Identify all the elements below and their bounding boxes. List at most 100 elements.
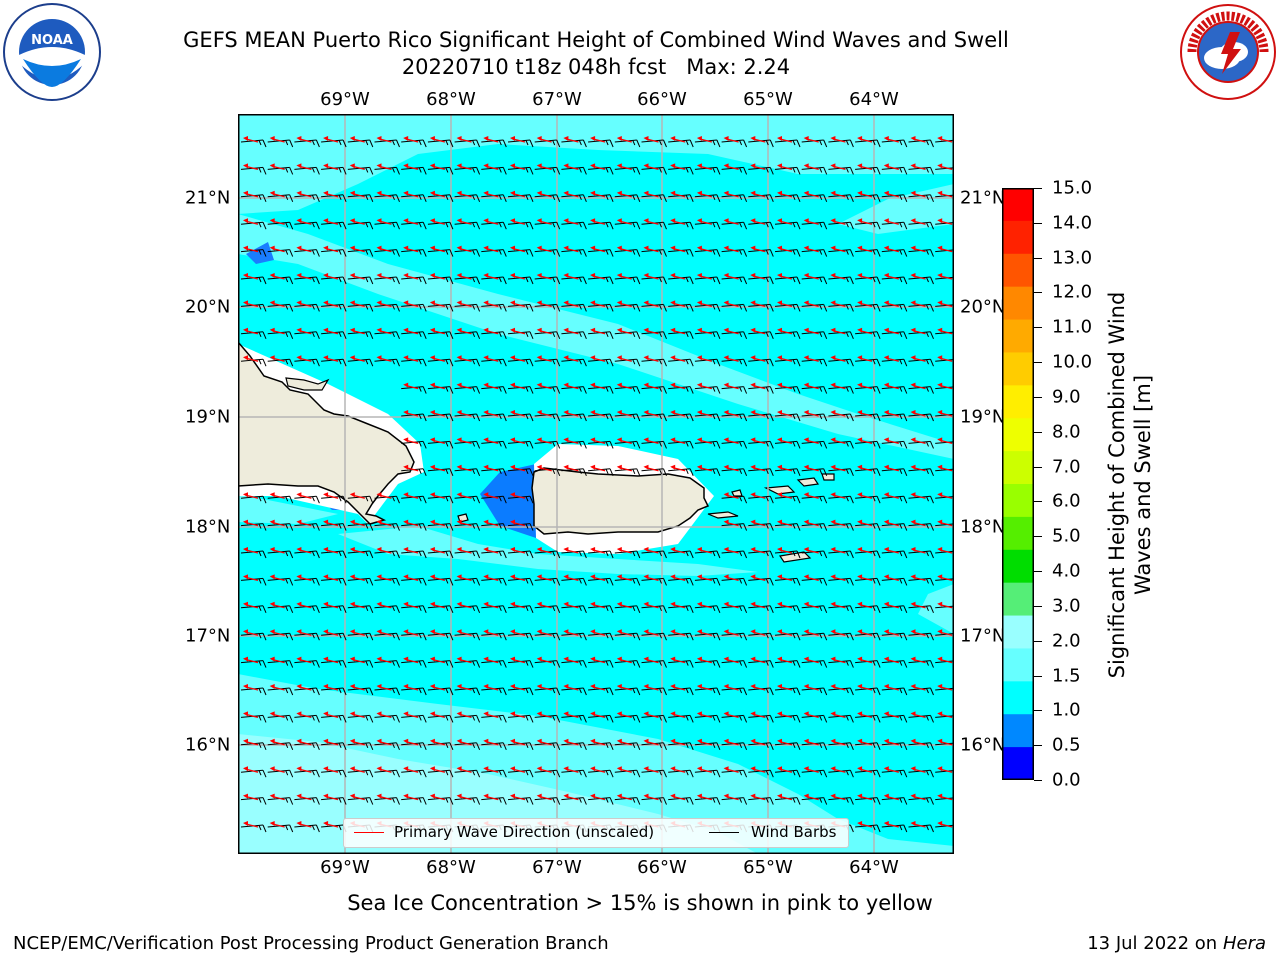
wave-direction-arrow bbox=[696, 355, 713, 362]
wave-direction-arrow bbox=[429, 492, 446, 499]
wave-direction-arrow bbox=[723, 547, 739, 554]
lat-label-right: 18°N bbox=[960, 516, 1006, 538]
wave-direction-arrow bbox=[376, 629, 392, 636]
wave-direction-arrow bbox=[323, 821, 339, 828]
wave-direction-arrow bbox=[483, 492, 499, 499]
wave-direction-arrow bbox=[269, 492, 285, 499]
wave-direction-arrow bbox=[883, 382, 899, 390]
wave-direction-arrow bbox=[403, 793, 419, 801]
wave-direction-arrow bbox=[323, 245, 339, 253]
wave-direction-arrow bbox=[510, 547, 526, 554]
wave-direction-arrow bbox=[643, 218, 659, 225]
wave-direction-arrow bbox=[910, 492, 926, 499]
wave-direction-arrow bbox=[510, 574, 526, 582]
wave-direction-arrow bbox=[403, 300, 419, 308]
wave-direction-arrow bbox=[696, 218, 713, 225]
wave-direction-arrow bbox=[723, 437, 739, 445]
wave-direction-arrow bbox=[323, 519, 339, 527]
wave-direction-arrow bbox=[536, 382, 552, 390]
wave-direction-arrow bbox=[483, 738, 499, 746]
wave-direction-arrow bbox=[616, 437, 632, 445]
wave-direction-arrow bbox=[349, 327, 365, 335]
wave-direction-arrow bbox=[910, 273, 926, 280]
wave-direction-arrow bbox=[510, 355, 526, 362]
wave-direction-arrow bbox=[803, 519, 819, 527]
wave-direction-arrow bbox=[883, 437, 899, 445]
wave-direction-arrow bbox=[536, 410, 552, 417]
wave-direction-arrow bbox=[510, 684, 526, 691]
lat-label-right: 20°N bbox=[960, 296, 1006, 318]
wave-direction-arrow bbox=[777, 163, 793, 171]
wave-direction-arrow bbox=[563, 464, 579, 472]
wave-direction-arrow bbox=[750, 464, 766, 472]
wave-direction-arrow bbox=[296, 711, 312, 719]
wave-direction-arrow bbox=[456, 300, 472, 308]
wave-direction-arrow bbox=[483, 464, 499, 472]
wave-direction-arrow bbox=[830, 684, 846, 691]
wave-direction-arrow bbox=[269, 711, 285, 719]
wave-direction-arrow bbox=[857, 300, 873, 308]
wave-direction-arrow bbox=[563, 355, 579, 362]
wave-direction-arrow bbox=[937, 711, 953, 719]
wave-direction-arrow bbox=[510, 136, 526, 143]
wave-direction-arrow bbox=[243, 711, 259, 719]
wave-direction-arrow bbox=[403, 711, 419, 719]
wave-direction-arrow bbox=[857, 629, 873, 636]
wave-direction-arrow bbox=[777, 738, 793, 746]
wave-direction-arrow bbox=[857, 519, 873, 527]
wave-direction-arrow bbox=[696, 300, 713, 308]
wave-direction-arrow bbox=[910, 136, 926, 143]
wave-direction-arrow bbox=[937, 136, 953, 143]
colorbar-segment bbox=[1002, 385, 1034, 419]
wave-direction-arrow bbox=[643, 273, 659, 280]
wave-direction-arrow bbox=[323, 300, 339, 308]
wave-direction-arrow bbox=[670, 793, 686, 801]
wave-direction-arrow bbox=[723, 738, 739, 746]
wave-direction-arrow bbox=[243, 273, 259, 280]
wave-direction-arrow bbox=[456, 766, 472, 773]
wave-direction-arrow bbox=[857, 601, 873, 609]
wave-direction-arrow bbox=[723, 711, 739, 719]
lat-label-left: 18°N bbox=[185, 516, 231, 538]
wave-direction-arrow bbox=[510, 410, 526, 417]
wave-direction-arrow bbox=[830, 300, 846, 308]
wave-direction-arrow bbox=[590, 190, 606, 198]
wave-direction-arrow bbox=[349, 163, 365, 171]
hispaniola-landmass bbox=[238, 340, 415, 525]
wave-direction-arrow bbox=[269, 793, 285, 801]
colorbar-tick-label: 3.0 bbox=[1052, 595, 1081, 617]
wave-direction-arrow bbox=[670, 300, 686, 308]
wave-direction-arrow bbox=[937, 410, 953, 417]
wave-direction-arrow bbox=[483, 190, 499, 198]
wave-direction-arrow bbox=[910, 656, 926, 664]
footer-credit: NCEP/EMC/Verification Post Processing Pr… bbox=[13, 933, 609, 954]
wave-direction-arrow bbox=[510, 273, 526, 280]
wave-direction-arrow bbox=[857, 410, 873, 417]
wave-direction-arrow bbox=[323, 355, 339, 362]
wave-direction-arrow bbox=[803, 382, 819, 390]
colorbar-segment bbox=[1002, 319, 1034, 353]
wave-direction-arrow bbox=[750, 656, 766, 664]
wave-direction-arrow bbox=[777, 382, 793, 390]
wave-direction-arrow bbox=[670, 163, 686, 171]
wave-direction-arrow bbox=[723, 656, 739, 664]
wave-direction-arrow bbox=[403, 766, 419, 773]
wave-direction-arrow bbox=[296, 629, 312, 636]
wave-direction-arrow bbox=[590, 273, 606, 280]
sea-ice-note: Sea Ice Concentration > 15% is shown in … bbox=[347, 891, 933, 915]
colorbar bbox=[1002, 188, 1034, 781]
wave-direction-arrow bbox=[296, 136, 312, 143]
wave-direction-arrow bbox=[323, 547, 339, 554]
wave-direction-arrow bbox=[937, 300, 953, 308]
wave-direction-arrow bbox=[643, 136, 659, 143]
wave-direction-arrow bbox=[857, 218, 873, 225]
wave-direction-arrow bbox=[830, 410, 846, 417]
colorbar-tick-mark bbox=[1034, 710, 1042, 712]
wave-direction-arrow bbox=[723, 519, 739, 527]
wave-direction-arrow bbox=[937, 492, 953, 499]
wave-direction-arrow bbox=[643, 793, 659, 801]
colorbar-label: Significant Height of Combined Wind Wave… bbox=[1105, 291, 1155, 679]
wave-direction-arrow bbox=[403, 163, 419, 171]
wave-direction-arrow bbox=[777, 629, 793, 636]
colorbar-segment bbox=[1002, 188, 1034, 222]
